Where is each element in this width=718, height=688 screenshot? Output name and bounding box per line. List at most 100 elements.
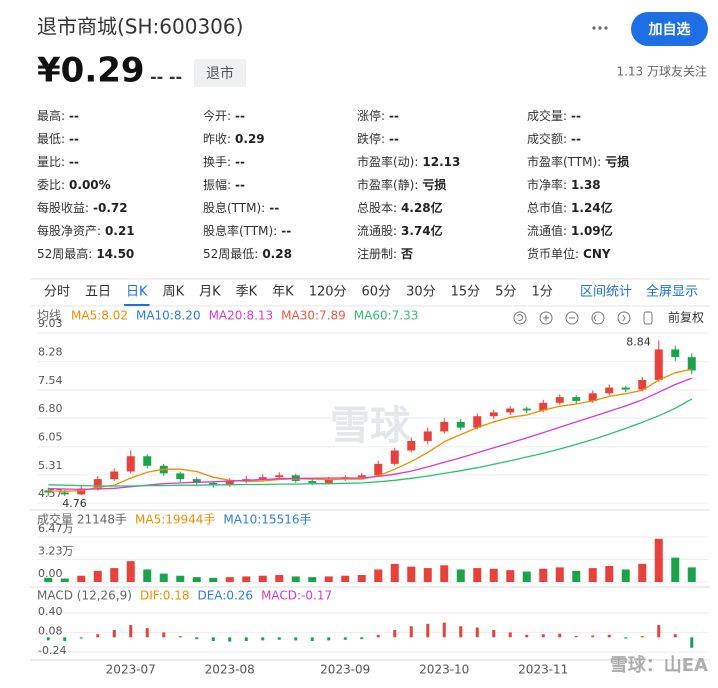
candle-body bbox=[44, 490, 53, 493]
stat-label: 流通值: bbox=[527, 223, 567, 238]
macd-bar bbox=[409, 626, 413, 638]
candle-body bbox=[440, 421, 449, 432]
stat-label: 委比: bbox=[37, 178, 65, 192]
ma-line bbox=[48, 377, 693, 491]
legend-entry: MA30:7.89 bbox=[281, 309, 346, 323]
stat: 市净率: 1.38 bbox=[527, 177, 601, 192]
macd-bar bbox=[360, 637, 364, 640]
tab[interactable]: 季K bbox=[236, 285, 258, 300]
volume-bar bbox=[209, 577, 218, 582]
tab[interactable]: 30分 bbox=[406, 285, 436, 300]
stat-label: 每股净资产: bbox=[37, 223, 101, 238]
legend-entry: DIF:0.18 bbox=[140, 589, 190, 603]
volume-bar bbox=[572, 570, 581, 582]
volume-bar bbox=[60, 578, 69, 582]
more-icon[interactable] bbox=[592, 26, 608, 30]
follow-button-label[interactable]: 加自选 bbox=[648, 21, 691, 38]
stat-label: 跌停: bbox=[357, 131, 385, 146]
adjust-mode[interactable]: 前复权 bbox=[668, 310, 704, 325]
macd-bar bbox=[145, 628, 149, 638]
volume-bar bbox=[143, 569, 152, 582]
stat-value: CNY bbox=[583, 247, 611, 261]
volume-bar bbox=[324, 576, 333, 582]
stat-label: 振幅: bbox=[203, 177, 231, 192]
macd-bar bbox=[277, 637, 281, 640]
candle-body bbox=[555, 397, 564, 403]
volume-bar bbox=[555, 567, 564, 582]
macd-bar bbox=[129, 625, 133, 638]
tab[interactable]: 60分 bbox=[362, 285, 392, 300]
stat-label: 货币单位: bbox=[527, 246, 579, 261]
stat-value: -- bbox=[69, 132, 79, 146]
candle-body bbox=[390, 450, 399, 464]
status-tag: 退市 bbox=[206, 65, 234, 82]
volume-bar bbox=[390, 563, 399, 582]
volume-bar bbox=[473, 568, 482, 582]
candle-body bbox=[473, 416, 482, 428]
follow-button[interactable] bbox=[631, 12, 708, 46]
stat-value: -- bbox=[571, 109, 581, 123]
stat-value: -- bbox=[281, 224, 291, 238]
tab[interactable]: 1分 bbox=[531, 285, 552, 300]
macd-bar bbox=[690, 637, 694, 648]
volume-bar bbox=[258, 575, 267, 582]
stat-value: 0.21 bbox=[105, 224, 135, 238]
x-tick-label: 2023-07 bbox=[106, 663, 156, 677]
volume-bar bbox=[192, 577, 201, 582]
stat: 市盈率(TTM): 亏损 bbox=[527, 154, 629, 169]
tab[interactable]: 15分 bbox=[451, 285, 481, 300]
stat-value: 12.13 bbox=[422, 155, 460, 169]
candle-body bbox=[654, 349, 663, 380]
stat-value: -- bbox=[235, 109, 245, 123]
stat: 流通股: 3.74亿 bbox=[357, 223, 443, 238]
stat-value: -- bbox=[269, 201, 279, 215]
stat-value: 1.09亿 bbox=[571, 223, 613, 238]
macd-bar bbox=[294, 637, 298, 641]
y-tick-label: 6.05 bbox=[38, 431, 63, 444]
volume-bar bbox=[77, 575, 86, 582]
stat: 换手: -- bbox=[203, 155, 245, 169]
footer-watermark: 雪球：山EA bbox=[610, 655, 708, 676]
macd-bar bbox=[310, 637, 314, 641]
tab[interactable]: 月K bbox=[199, 285, 221, 300]
candle-body bbox=[357, 475, 366, 478]
candle-body bbox=[143, 456, 152, 466]
stat-label: 涨停: bbox=[357, 108, 385, 123]
tab[interactable]: 周K bbox=[163, 285, 185, 300]
tab[interactable]: 120分 bbox=[309, 285, 347, 300]
tab-action[interactable]: 全屏显示 bbox=[646, 284, 698, 300]
candle-body bbox=[192, 479, 201, 483]
stat-value: 3.74亿 bbox=[401, 223, 443, 238]
stat-value: -- bbox=[571, 132, 581, 146]
volume-bar bbox=[93, 570, 102, 582]
tab-action[interactable]: 区间统计 bbox=[580, 285, 632, 300]
macd-bar bbox=[508, 632, 512, 638]
tab[interactable]: 5分 bbox=[495, 285, 516, 300]
candle-body bbox=[572, 397, 581, 401]
tab[interactable]: 日K bbox=[126, 285, 148, 300]
stat: 股息率(TTM): -- bbox=[203, 223, 291, 238]
macd-bar bbox=[112, 629, 116, 638]
volume-bar bbox=[588, 568, 597, 582]
tab[interactable]: 年K bbox=[272, 285, 294, 300]
volume-bar bbox=[522, 571, 531, 582]
tab[interactable]: 分时 bbox=[44, 285, 70, 300]
tab[interactable]: 五日 bbox=[85, 285, 111, 300]
ma-line bbox=[48, 398, 693, 487]
macd-bar bbox=[492, 629, 496, 638]
macd-bar bbox=[261, 637, 265, 641]
volume-bar bbox=[225, 577, 234, 582]
candle-body bbox=[258, 477, 267, 480]
macd-bar bbox=[244, 637, 248, 641]
chart-tools[interactable] bbox=[513, 311, 653, 325]
volume-bar bbox=[308, 577, 317, 582]
y-tick-label: 9.03 bbox=[38, 317, 63, 330]
candle-body bbox=[126, 456, 135, 472]
volume-bar bbox=[242, 576, 251, 582]
volume-bar bbox=[44, 577, 53, 582]
stat-value: 4.28亿 bbox=[401, 200, 443, 215]
candle-body bbox=[506, 408, 515, 413]
stat-label: 昨收: bbox=[203, 132, 231, 146]
stat-label: 总股本: bbox=[357, 201, 397, 215]
macd-bar bbox=[211, 637, 215, 641]
